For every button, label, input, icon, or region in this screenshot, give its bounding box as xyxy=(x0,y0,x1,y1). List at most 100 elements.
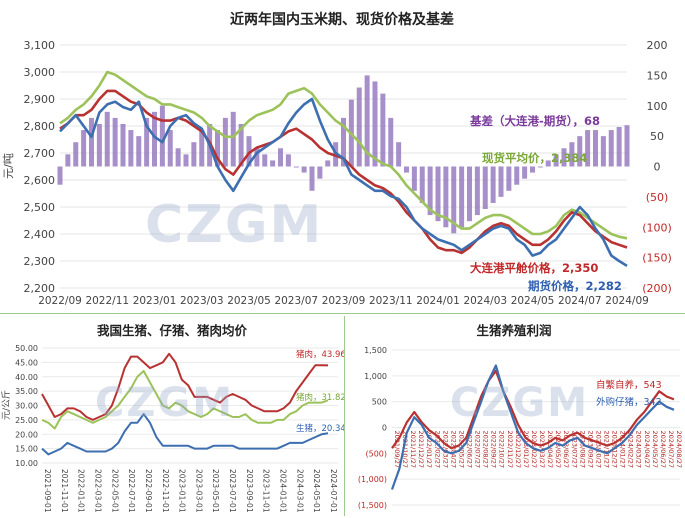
live-pig-price-line xyxy=(41,413,329,456)
basis-bar xyxy=(238,123,244,167)
basis-bar xyxy=(593,130,598,167)
basis-bar xyxy=(254,148,260,167)
piglet-price-line xyxy=(41,370,329,430)
y2-tick-label: 100 xyxy=(647,100,668,113)
y2-tick-label: 150 xyxy=(647,69,668,82)
x-tick-label: 2024/03/27 xyxy=(635,431,643,468)
x-tick-label: 2023/01/27 xyxy=(522,431,530,468)
y-tick-label: (1,000) xyxy=(358,475,387,484)
piglet-end-label: 猪肉，31.82 xyxy=(296,392,344,403)
y-tick-label: 2,900 xyxy=(24,93,56,106)
basis-bar xyxy=(388,117,394,167)
chart-title: 近两年国内玉米期、现货价格及基差 xyxy=(230,11,454,28)
x-tick-label: 2023-05-01 xyxy=(211,469,220,513)
basis-bar xyxy=(317,166,323,179)
x-tick-label: 2024/09 xyxy=(605,295,649,307)
basis-bar xyxy=(545,160,551,167)
x-tick-label: 2023-11-01 xyxy=(262,469,271,513)
x-tick-label: 2024-05-01 xyxy=(312,469,321,513)
basis-bar xyxy=(104,111,110,167)
x-tick-label: 2024/01 xyxy=(416,295,460,307)
basis-bar xyxy=(490,166,496,203)
x-tick-label: 2023/01 xyxy=(133,295,177,307)
basis-bar xyxy=(522,166,528,179)
x-tick-label: 2022/08/27 xyxy=(482,431,490,468)
y-tick-label: 2,300 xyxy=(24,255,56,268)
pig-price-chart: 我国生猪、仔猪、猪肉均价 50.00 45.00 40.00 35.00 30.00 25.… xyxy=(1,323,344,513)
x-tick-label: 2021/10/27 xyxy=(401,431,409,468)
basis-bar xyxy=(530,166,535,173)
basis-bar xyxy=(372,81,378,167)
basis-bar xyxy=(616,127,622,167)
x-tick-label: 2023/11 xyxy=(369,295,413,307)
basis-bar xyxy=(577,136,583,167)
basis-bar xyxy=(624,125,630,167)
x-tick-label: 2024/08/27 xyxy=(675,431,683,468)
x-tick-label: 2022/11/27 xyxy=(506,431,514,468)
basis-bar xyxy=(474,166,480,216)
x-tick-label: 2023-03-01 xyxy=(194,469,203,513)
basis-bar xyxy=(293,166,299,168)
basis-bar xyxy=(506,166,512,191)
basis-bar xyxy=(427,166,433,216)
basis-bar xyxy=(167,130,173,167)
x-tick-label: 2022/09 xyxy=(38,295,82,307)
basis-bar xyxy=(411,166,417,191)
y-tick-label: 1,000 xyxy=(364,372,387,381)
x-tick-label: 2023/08/27 xyxy=(578,431,586,468)
x-tick-label: 2023/09/27 xyxy=(586,431,594,468)
x-tick-label: 2021-11-01 xyxy=(60,469,69,513)
basis-bar xyxy=(81,130,87,167)
x-tick-label: 2024/07 xyxy=(558,295,602,307)
basis-bar xyxy=(73,142,79,167)
self-bred-end-label: 自繁自养，543 xyxy=(596,379,662,391)
x-tick-label: 2024-03-01 xyxy=(295,469,304,513)
y-tick-label: 2,600 xyxy=(24,174,56,187)
x-tick-label: 2022-01-01 xyxy=(77,469,86,513)
x-tick-label: 2021/11/27 xyxy=(409,431,417,468)
basis-bar xyxy=(57,166,63,185)
live-pig-end-label: 生猪，20.34 xyxy=(296,423,344,434)
basis-bar xyxy=(270,160,276,167)
y2-tick-label: 200 xyxy=(647,39,668,52)
chart-title: 我国生猪、仔猪、猪肉均价 xyxy=(97,323,248,338)
basis-bar xyxy=(325,160,331,167)
futures-price-line xyxy=(59,97,628,268)
section-divider xyxy=(344,316,345,516)
y-tick-label: 2,500 xyxy=(24,201,56,214)
basis-bar xyxy=(569,142,575,167)
basis-bar xyxy=(443,166,449,228)
basis-bar xyxy=(89,117,94,167)
x-tick-label: 2024/03 xyxy=(463,295,507,307)
basis-bar xyxy=(128,130,134,167)
basis-bar xyxy=(435,166,441,222)
x-tick-label: 2022/04/27 xyxy=(449,431,457,468)
basis-bar xyxy=(498,166,504,197)
basis-bar xyxy=(246,136,252,167)
x-tick-label: 2022/09/27 xyxy=(490,431,498,468)
spot-price-line xyxy=(59,70,628,240)
basis-bar xyxy=(482,166,488,210)
basis-bar xyxy=(341,117,346,167)
basis-bar xyxy=(96,123,102,167)
y2-tick-label: (100) xyxy=(642,221,672,234)
y-tick-label: 2,200 xyxy=(24,282,56,295)
y2-tick-label: 50 xyxy=(650,130,664,143)
x-tick-label: 2023/07 xyxy=(274,295,318,307)
basis-bar xyxy=(380,93,386,167)
purchased-piglet-end-label: 外购仔猪，342 xyxy=(596,396,662,408)
x-tick-label: 2023/09 xyxy=(322,295,366,307)
section-divider xyxy=(0,313,685,314)
basis-bar xyxy=(396,142,402,167)
x-tick-label: 2024/06/27 xyxy=(659,431,667,468)
basis-bar xyxy=(514,166,520,185)
x-tick-label: 2021/09/27 xyxy=(393,431,401,468)
x-tick-label: 2023/03 xyxy=(180,295,224,307)
basis-end-label: 基差（大连港-期货），68 xyxy=(469,114,600,128)
basis-bar xyxy=(561,148,567,167)
x-tick-label: 2024/05/27 xyxy=(651,431,659,468)
x-tick-label: 2022/06/27 xyxy=(466,431,474,468)
basis-bar xyxy=(419,166,425,203)
basis-bar xyxy=(120,123,126,167)
x-tick-label: 2024/07/27 xyxy=(667,431,675,468)
